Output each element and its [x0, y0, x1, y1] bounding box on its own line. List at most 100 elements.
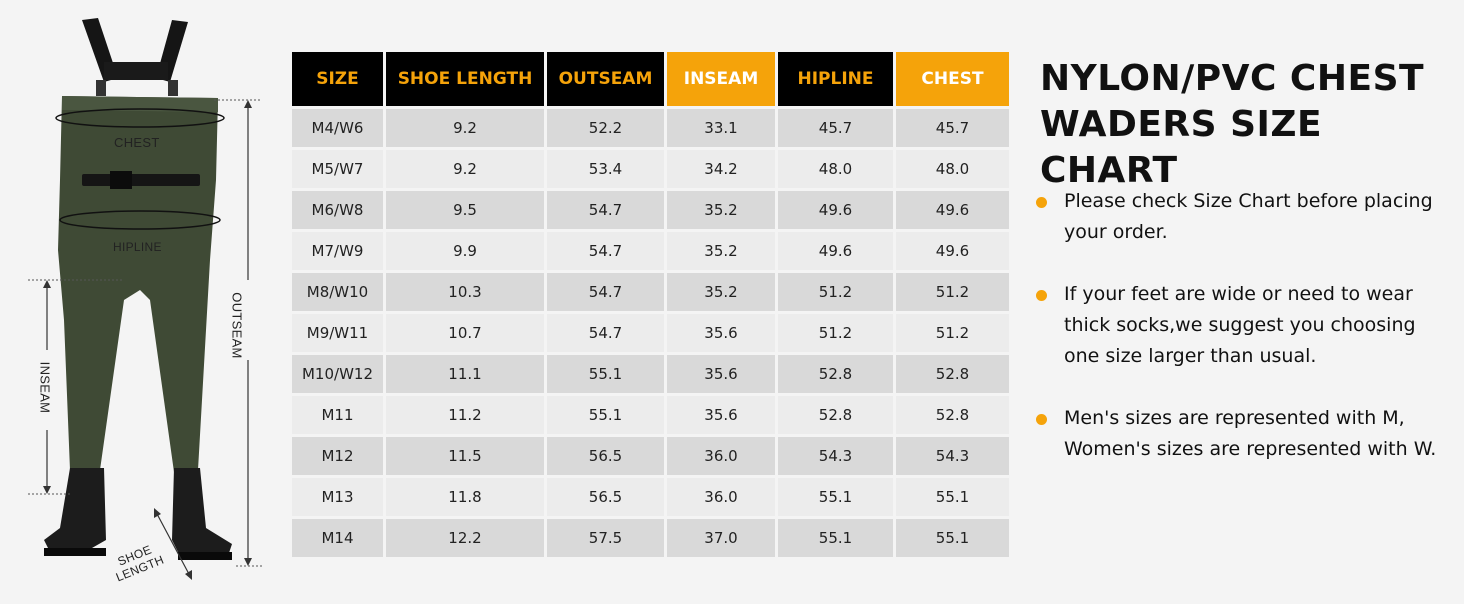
chest-label: CHEST: [114, 135, 160, 150]
cell-size: M5/W7: [292, 150, 383, 188]
cell-chest: 55.1: [896, 519, 1009, 557]
cell-size: M12: [292, 437, 383, 475]
cell-outseam: 52.2: [547, 109, 664, 147]
table-row: M7/W9 9.9 54.7 35.2 49.6 49.6: [292, 232, 1009, 270]
cell-hipline: 48.0: [778, 150, 893, 188]
header-shoe-length: SHOE LENGTH: [386, 52, 544, 106]
strap-crossbar: [104, 62, 168, 80]
cell-outseam: 55.1: [547, 355, 664, 393]
cell-hipline: 54.3: [778, 437, 893, 475]
outseam-label: OUTSEAM: [229, 292, 245, 359]
cell-outseam: 54.7: [547, 191, 664, 229]
cell-size: M4/W6: [292, 109, 383, 147]
cell-chest: 48.0: [896, 150, 1009, 188]
cell-inseam: 36.0: [667, 478, 775, 516]
cell-shoe-length: 11.8: [386, 478, 544, 516]
cell-shoe-length: 12.2: [386, 519, 544, 557]
cell-inseam: 35.6: [667, 314, 775, 352]
title-line2: WADERS SIZE CHART: [1040, 104, 1323, 191]
table-row: M4/W6 9.2 52.2 33.1 45.7 45.7: [292, 109, 1009, 147]
page-title: NYLON/PVC CHEST WADERS SIZE CHART: [1040, 56, 1460, 194]
cell-shoe-length: 9.5: [386, 191, 544, 229]
header-hipline: HIPLINE: [778, 52, 893, 106]
cell-hipline: 52.8: [778, 355, 893, 393]
cell-inseam: 34.2: [667, 150, 775, 188]
cell-inseam: 35.2: [667, 273, 775, 311]
wader-drawing: [28, 18, 262, 580]
bullet-dot-icon: [1036, 290, 1047, 301]
cell-chest: 49.6: [896, 191, 1009, 229]
cell-chest: 45.7: [896, 109, 1009, 147]
cell-chest: 51.2: [896, 314, 1009, 352]
cell-size: M9/W11: [292, 314, 383, 352]
table-row: M11 11.2 55.1 35.6 52.8 52.8: [292, 396, 1009, 434]
cell-shoe-length: 10.7: [386, 314, 544, 352]
table-row: M9/W11 10.7 54.7 35.6 51.2 51.2: [292, 314, 1009, 352]
cell-outseam: 54.7: [547, 314, 664, 352]
table-row: M5/W7 9.2 53.4 34.2 48.0 48.0: [292, 150, 1009, 188]
table-header-row: SIZE SHOE LENGTH OUTSEAM INSEAM HIPLINE …: [292, 52, 1009, 106]
cell-hipline: 55.1: [778, 519, 893, 557]
cell-hipline: 55.1: [778, 478, 893, 516]
size-chart-table: SIZE SHOE LENGTH OUTSEAM INSEAM HIPLINE …: [289, 49, 1012, 560]
cell-shoe-length: 11.5: [386, 437, 544, 475]
cell-inseam: 35.2: [667, 191, 775, 229]
cell-inseam: 37.0: [667, 519, 775, 557]
header-inseam: INSEAM: [667, 52, 775, 106]
cell-shoe-length: 10.3: [386, 273, 544, 311]
right-boot: [172, 468, 232, 556]
cell-shoe-length: 9.2: [386, 150, 544, 188]
cell-shoe-length: 11.1: [386, 355, 544, 393]
cell-outseam: 54.7: [547, 273, 664, 311]
note-text: Men's sizes are represented with M, Wome…: [1064, 407, 1437, 460]
chest-ellipse: [55, 108, 225, 128]
right-buckle: [168, 80, 178, 96]
table-row: M14 12.2 57.5 37.0 55.1 55.1: [292, 519, 1009, 557]
cell-chest: 51.2: [896, 273, 1009, 311]
table-row: M6/W8 9.5 54.7 35.2 49.6 49.6: [292, 191, 1009, 229]
header-chest: CHEST: [896, 52, 1009, 106]
note-item: If your feet are wide or need to wear th…: [1036, 279, 1456, 372]
title-line1: NYLON/PVC CHEST: [1040, 58, 1425, 99]
cell-outseam: 53.4: [547, 150, 664, 188]
cell-size: M14: [292, 519, 383, 557]
cell-size: M10/W12: [292, 355, 383, 393]
cell-outseam: 54.7: [547, 232, 664, 270]
cell-size: M8/W10: [292, 273, 383, 311]
cell-inseam: 35.2: [667, 232, 775, 270]
left-buckle: [96, 80, 106, 96]
cell-chest: 49.6: [896, 232, 1009, 270]
note-item: Please check Size Chart before placing y…: [1036, 186, 1456, 248]
cell-hipline: 49.6: [778, 232, 893, 270]
cell-size: M7/W9: [292, 232, 383, 270]
cell-hipline: 51.2: [778, 273, 893, 311]
cell-outseam: 57.5: [547, 519, 664, 557]
hipline-ellipse: [59, 210, 221, 230]
table-row: M13 11.8 56.5 36.0 55.1 55.1: [292, 478, 1009, 516]
cell-chest: 54.3: [896, 437, 1009, 475]
header-size: SIZE: [292, 52, 383, 106]
cell-chest: 52.8: [896, 355, 1009, 393]
table-row: M8/W10 10.3 54.7 35.2 51.2 51.2: [292, 273, 1009, 311]
bullet-dot-icon: [1036, 197, 1047, 208]
cell-chest: 55.1: [896, 478, 1009, 516]
bullet-dot-icon: [1036, 414, 1047, 425]
cell-hipline: 52.8: [778, 396, 893, 434]
cell-size: M6/W8: [292, 191, 383, 229]
cell-inseam: 33.1: [667, 109, 775, 147]
notes-list: Please check Size Chart before placing y…: [1036, 186, 1456, 496]
cell-chest: 52.8: [896, 396, 1009, 434]
cell-outseam: 56.5: [547, 437, 664, 475]
cell-inseam: 36.0: [667, 437, 775, 475]
hipline-label: HIPLINE: [113, 240, 162, 254]
wader-body: [58, 96, 218, 472]
cell-hipline: 49.6: [778, 191, 893, 229]
cell-hipline: 45.7: [778, 109, 893, 147]
cell-outseam: 55.1: [547, 396, 664, 434]
table-body: M4/W6 9.2 52.2 33.1 45.7 45.7 M5/W7 9.2 53.4 34.2…: [292, 109, 1009, 557]
table-row: M10/W12 11.1 55.1 35.6 52.8 52.8: [292, 355, 1009, 393]
cell-shoe-length: 9.2: [386, 109, 544, 147]
note-item: Men's sizes are represented with M, Wome…: [1036, 403, 1456, 465]
inseam-label: INSEAM: [37, 361, 53, 414]
cell-inseam: 35.6: [667, 355, 775, 393]
